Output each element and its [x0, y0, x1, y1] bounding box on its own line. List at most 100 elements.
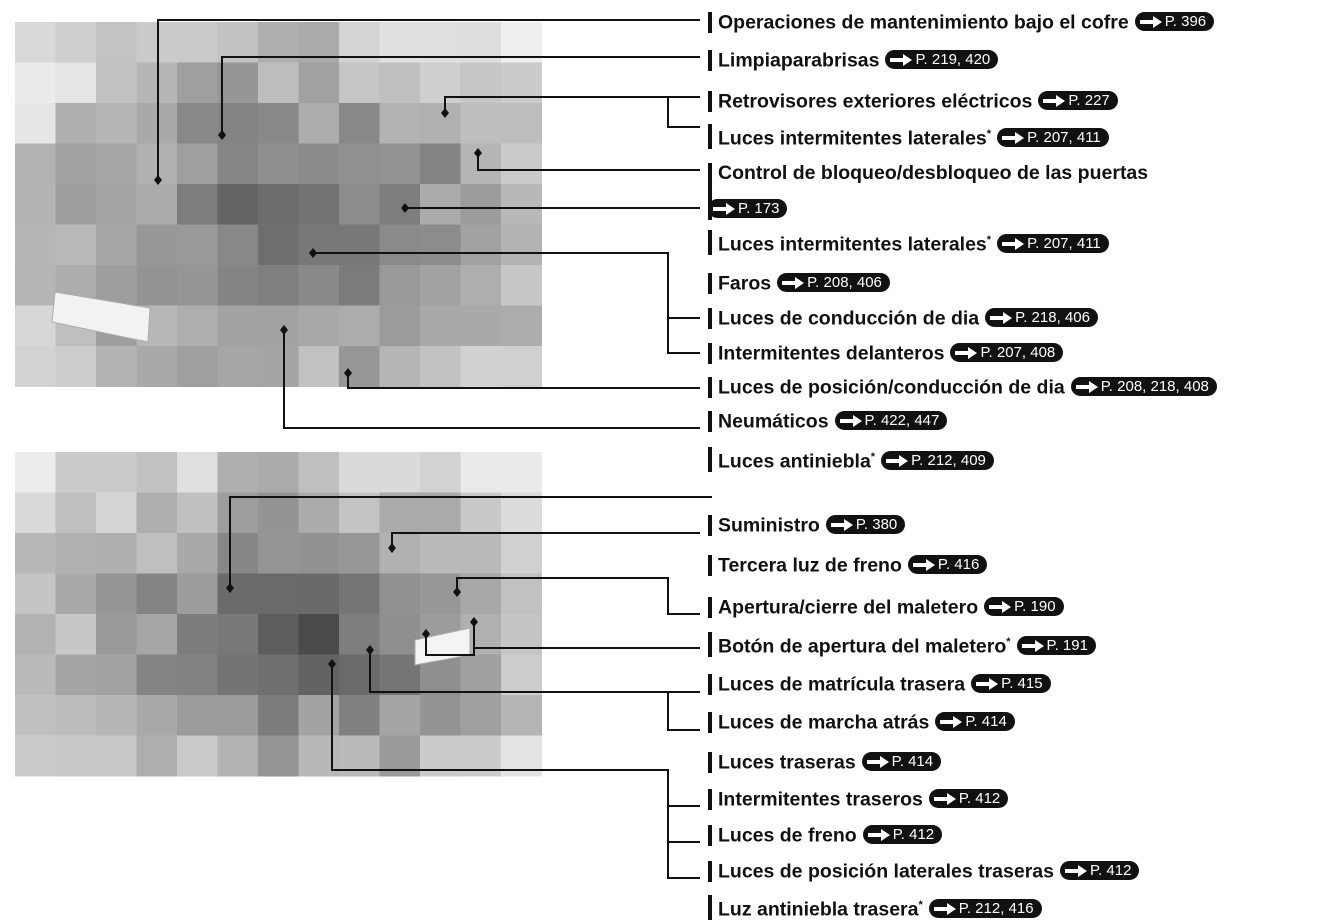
arrow-icon [912, 558, 935, 571]
mosaic-tile [15, 533, 56, 574]
page-ref-text: P. 208, 406 [807, 273, 882, 291]
dot [422, 629, 430, 639]
page-ref-text: P. 207, 411 [1027, 128, 1101, 146]
mosaic-tile [501, 452, 542, 493]
mosaic-tile [420, 103, 461, 144]
arrow-icon [1043, 94, 1066, 107]
mosaic-tile [177, 305, 218, 347]
page-ref[interactable]: P. 212, 409 [881, 451, 994, 470]
page-ref[interactable]: P. 412 [1060, 861, 1140, 880]
page-ref[interactable]: P. 218, 406 [985, 308, 1098, 327]
mosaic-tile [15, 22, 56, 63]
page-ref[interactable]: P. 380 [825, 515, 906, 534]
label-text: Intermitentes delanteros [718, 342, 945, 365]
page-ref-text: P. 422, 447 [864, 411, 940, 429]
mosaic-tile [339, 103, 380, 144]
mosaic-tile [258, 654, 299, 696]
page-ref[interactable]: P. 422, 447 [834, 411, 948, 430]
page-ref[interactable]: P. 190 [984, 597, 1064, 616]
arrow-icon [886, 454, 909, 467]
mosaic-tile [15, 62, 56, 104]
mosaic-tile [177, 62, 218, 104]
page-ref[interactable]: P. 414 [935, 712, 1015, 731]
mosaic-tile [258, 452, 299, 493]
mosaic-tile [96, 735, 137, 777]
image-detail [51, 291, 151, 343]
mosaic-tile [177, 346, 218, 387]
page-ref[interactable]: P. 414 [861, 752, 942, 771]
arrow-icon [990, 311, 1013, 324]
page-ref[interactable]: P. 207, 408 [950, 343, 1064, 362]
mosaic-tile [339, 452, 380, 493]
mosaic-tile [15, 224, 56, 266]
page-ref[interactable]: P. 173 [708, 199, 788, 218]
mosaic-tile [298, 346, 340, 387]
mosaic-tile [501, 492, 542, 534]
label-text: Faros [718, 272, 772, 295]
mosaic-tile [460, 695, 502, 736]
label-text: Luces de posición/conducción de dia [718, 376, 1065, 399]
mosaic-tile [15, 265, 56, 306]
arrow-icon [1139, 15, 1162, 28]
mosaic-tile [339, 143, 380, 185]
dot [388, 543, 396, 553]
label-text: Apertura/cierre del maletero [718, 596, 979, 619]
mosaic-tile [258, 143, 299, 185]
label-text: Operaciones de mantenimiento bajo el cof… [718, 11, 1129, 34]
page-ref[interactable]: P. 415 [971, 674, 1051, 693]
mosaic-tile [136, 573, 178, 615]
page-ref[interactable]: P. 219, 420 [885, 50, 999, 69]
mosaic-tile [258, 735, 299, 777]
label-text: Luz antiniebla trasera [718, 898, 919, 921]
page-ref-text: P. 212, 416 [958, 899, 1034, 917]
mosaic-tile [96, 346, 137, 387]
page-ref[interactable]: P. 416 [907, 555, 988, 574]
callout-label: Luces antiniebla* P. 212, 409 [708, 447, 994, 472]
callout-label: Limpiaparabrisas P. 219, 420 [708, 50, 999, 71]
mosaic-tile [339, 265, 380, 306]
leader-dots [154, 108, 482, 669]
label-text: Intermitentes traseros [718, 788, 923, 811]
page-ref[interactable]: P. 208, 406 [777, 273, 890, 292]
mosaic-tile [339, 614, 380, 655]
mosaic-tile [379, 184, 421, 225]
mosaic-tile [177, 224, 218, 266]
page-ref[interactable]: P. 412 [928, 789, 1009, 808]
page-ref[interactable]: P. 208, 218, 408 [1070, 377, 1217, 396]
page-ref[interactable]: P. 207, 411 [997, 234, 1109, 253]
page-ref[interactable]: P. 396 [1134, 12, 1215, 31]
mosaic-tile [136, 533, 178, 574]
mosaic-tile [258, 224, 299, 266]
mosaic-tile [420, 265, 461, 306]
mosaic-tile [298, 452, 340, 493]
page-ref[interactable]: P. 412 [862, 825, 943, 844]
arrow-icon [940, 715, 963, 728]
mosaic-tile [501, 533, 542, 574]
mosaic-tile [339, 224, 380, 266]
page-ref[interactable]: P. 227 [1038, 91, 1118, 110]
page-ref[interactable]: P. 207, 411 [997, 128, 1109, 147]
mosaic-tile [460, 452, 502, 493]
mosaic-tile [460, 103, 502, 144]
callout-label: Control de bloqueo/desbloqueo de las pue… [708, 163, 1148, 220]
mosaic-tile [55, 573, 97, 615]
mosaic-tile [460, 305, 502, 347]
footnote-mark: * [918, 899, 923, 911]
page-ref-text: P. 412 [1090, 861, 1132, 879]
page-ref[interactable]: P. 191 [1016, 636, 1096, 655]
page-ref-text: P. 412 [958, 789, 1001, 807]
mosaic-tile [177, 452, 218, 493]
mosaic-tile [96, 265, 137, 306]
mosaic-tile [15, 695, 56, 736]
mosaic-tile [15, 492, 56, 534]
mosaic-tile [258, 305, 299, 347]
mosaic-tile [55, 103, 97, 144]
callout-label: Luces de posición laterales traseras P. 4… [708, 861, 1140, 882]
arrow-icon [890, 53, 913, 66]
mosaic-tile [420, 452, 461, 493]
label-text: Retrovisores exteriores eléctricos [718, 90, 1033, 113]
arrow-icon [989, 600, 1012, 613]
mosaic-tile [460, 265, 502, 306]
page-ref[interactable]: P. 212, 416 [928, 899, 1042, 918]
mosaic-tile [379, 573, 421, 615]
